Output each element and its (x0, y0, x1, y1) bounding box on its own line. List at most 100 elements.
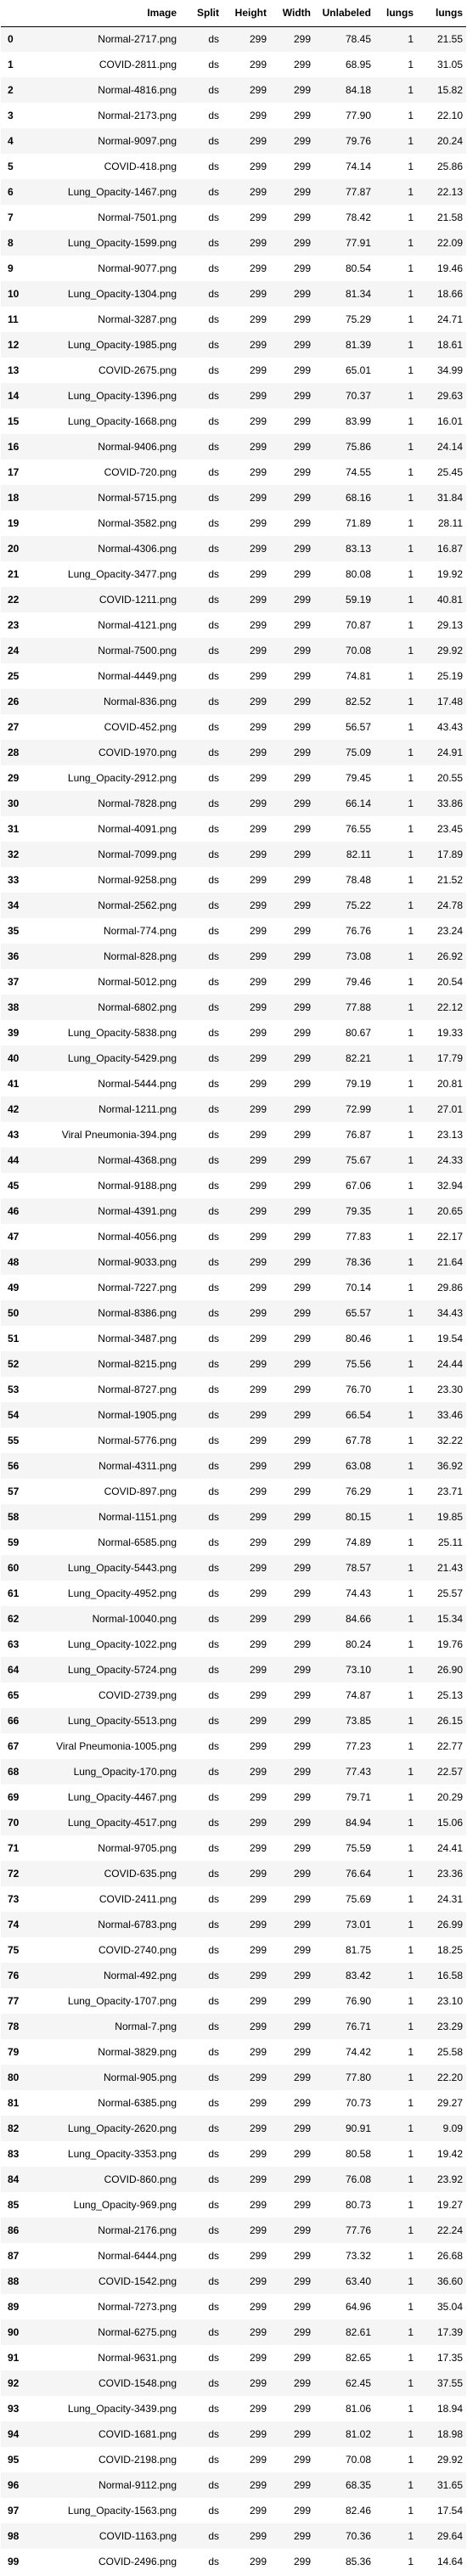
split-cell: ds (208, 798, 219, 809)
unlabeled-cell: 81.39 (345, 339, 371, 351)
width-cell: 299 (293, 2505, 311, 2517)
height-cell: 299 (249, 2530, 267, 2542)
height-cell: 299 (249, 466, 267, 478)
lungs-count-cell: 1 (408, 1256, 414, 1268)
split-cell: ds (208, 619, 219, 631)
row-index: 6 (8, 186, 14, 198)
split-cell: ds (208, 1256, 219, 1268)
unlabeled-cell: 81.02 (345, 2428, 371, 2440)
unlabeled-cell: 67.78 (345, 1435, 371, 1446)
lungs-percent-cell: 24.71 (436, 313, 463, 325)
row-index: 88 (8, 2275, 20, 2287)
table-row: 77 Lung_Opacity-1707.png ds 299 299 76.90 1 23.… (1, 1988, 466, 2014)
row-index: 39 (8, 1027, 20, 1039)
lungs-percent-cell: 19.85 (436, 1511, 463, 1523)
image-cell: Normal-1905.png (98, 1409, 177, 1421)
image-cell: Lung_Opacity-5443.png (67, 1562, 177, 1574)
table-row: 95 COVID-2198.png ds 299 299 70.08 1 29.92 (1, 2447, 466, 2472)
image-cell: COVID-2740.png (98, 1944, 177, 1956)
table-row: 68 Lung_Opacity-170.png ds 299 299 77.43 1 22.5… (1, 1759, 466, 1784)
height-cell: 299 (249, 823, 267, 835)
unlabeled-cell: 63.40 (345, 2275, 371, 2287)
unlabeled-cell: 63.08 (345, 1460, 371, 1472)
width-cell: 299 (293, 59, 311, 70)
image-cell: Normal-905.png (103, 2072, 177, 2083)
lungs-count-cell: 1 (408, 2530, 414, 2542)
width-cell: 299 (293, 2326, 311, 2338)
width-cell: 299 (293, 1460, 311, 1472)
table-row: 38 Normal-6802.png ds 299 299 77.88 1 22.12 (1, 995, 466, 1020)
height-cell: 299 (249, 721, 267, 733)
width-cell: 299 (293, 110, 311, 121)
width-cell: 299 (293, 670, 311, 682)
split-cell: ds (208, 33, 219, 46)
unlabeled-cell: 82.46 (345, 2505, 371, 2517)
width-cell: 299 (293, 976, 311, 988)
row-index: 21 (8, 568, 20, 580)
lungs-count-cell: 1 (408, 441, 414, 453)
height-cell: 299 (249, 135, 267, 147)
table-row: 22 COVID-1211.png ds 299 299 59.19 1 40.81 (1, 587, 466, 612)
image-cell: Lung_Opacity-1707.png (67, 1995, 177, 2007)
split-cell: ds (208, 1307, 219, 1319)
image-cell: Normal-4121.png (98, 619, 177, 631)
split-cell: ds (208, 1078, 219, 1090)
height-cell: 299 (249, 2097, 267, 2109)
image-cell: Normal-3829.png (98, 2046, 177, 2058)
width-cell: 299 (293, 2479, 311, 2491)
height-cell: 299 (249, 1027, 267, 1039)
width-cell: 299 (293, 823, 311, 835)
row-index: 9 (8, 262, 14, 274)
split-cell: ds (208, 1205, 219, 1217)
row-index: 31 (8, 823, 20, 835)
width-cell: 299 (293, 1485, 311, 1497)
table-row: 50 Normal-8386.png ds 299 299 65.57 1 34.43 (1, 1300, 466, 1326)
width-cell: 299 (293, 466, 311, 478)
width-cell: 299 (293, 1817, 311, 1829)
width-cell: 299 (293, 696, 311, 707)
image-cell: COVID-1211.png (98, 594, 177, 606)
lungs-percent-cell: 32.22 (436, 1435, 463, 1446)
lungs-count-cell: 1 (408, 364, 414, 376)
height-cell: 299 (249, 1766, 267, 1778)
lungs-count-cell: 1 (408, 33, 414, 46)
lungs-count-cell: 1 (408, 211, 414, 223)
table-row: 75 COVID-2740.png ds 299 299 81.75 1 18.25 (1, 1937, 466, 1963)
image-cell: Lung_Opacity-1304.png (67, 288, 177, 300)
table-row: 37 Normal-5012.png ds 299 299 79.46 1 20.54 (1, 969, 466, 995)
lungs-count-cell: 1 (408, 1485, 414, 1497)
image-cell: Normal-9077.png (98, 262, 177, 274)
table-row: 8 Lung_Opacity-1599.png ds 299 299 77.91 1 22.0… (1, 230, 466, 256)
lungs-count-cell: 1 (408, 1333, 414, 1344)
width-cell: 299 (293, 1970, 311, 1981)
lungs-count-cell: 1 (408, 1893, 414, 1905)
image-cell: Normal-8386.png (98, 1307, 177, 1319)
image-cell: Normal-6802.png (98, 1001, 177, 1013)
image-cell: Lung_Opacity-1467.png (67, 186, 177, 198)
split-cell: ds (208, 1154, 219, 1166)
image-cell: Normal-9033.png (98, 1256, 177, 1268)
table-row: 12 Lung_Opacity-1985.png ds 299 299 81.39 1 18.… (1, 332, 466, 358)
image-cell: Normal-1211.png (98, 1103, 177, 1115)
height-cell: 299 (249, 1511, 267, 1523)
lungs-percent-cell: 29.13 (436, 619, 463, 631)
width-cell: 299 (293, 1205, 311, 1217)
unlabeled-cell: 79.46 (345, 976, 371, 988)
height-cell: 299 (249, 1409, 267, 1421)
table-row: 93 Lung_Opacity-3439.png ds 299 299 81.06 1 18.… (1, 2396, 466, 2421)
width-cell: 299 (293, 390, 311, 402)
split-cell: ds (208, 1180, 219, 1192)
image-cell: Normal-9631.png (98, 2352, 177, 2364)
lungs-count-cell: 1 (408, 237, 414, 249)
split-cell: ds (208, 2250, 219, 2262)
width-cell: 299 (293, 568, 311, 580)
width-cell: 299 (293, 2403, 311, 2415)
split-cell: ds (208, 1613, 219, 1625)
width-cell: 299 (293, 1333, 311, 1344)
lungs-percent-cell: 26.15 (436, 1715, 463, 1727)
row-index: 4 (8, 135, 14, 147)
table-row: 23 Normal-4121.png ds 299 299 70.87 1 29.13 (1, 612, 466, 638)
height-cell: 299 (249, 1868, 267, 1880)
height-cell: 299 (249, 1817, 267, 1829)
width-cell: 299 (293, 2556, 311, 2568)
